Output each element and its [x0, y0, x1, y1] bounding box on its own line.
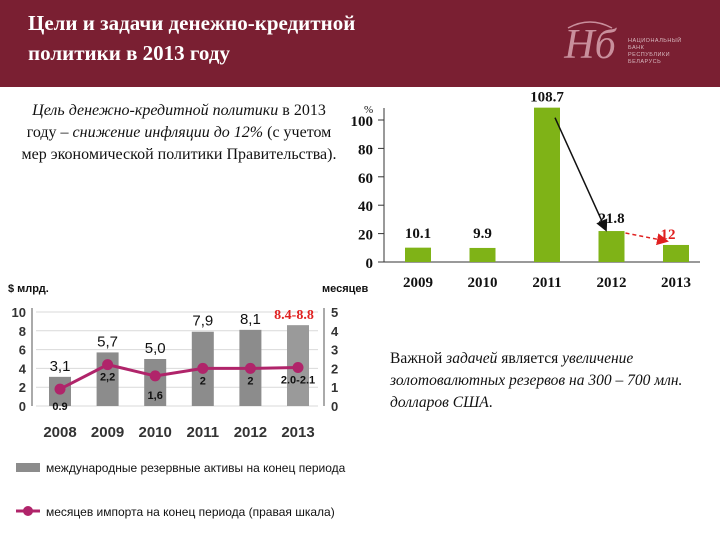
inflation-value-label: 10.1	[405, 226, 431, 242]
right-axis-label: месяцев	[322, 283, 369, 295]
x-category-label: 2009	[403, 275, 433, 291]
unit-label: %	[364, 104, 373, 116]
reserve-text-italic-2: задачей	[446, 350, 498, 367]
logo-text-line: РЕСПУБЛИКИ	[628, 52, 671, 58]
goal-text-2: в 2013 году –	[26, 102, 326, 141]
months-import-point	[244, 362, 256, 374]
x-category-label: 2013	[281, 424, 314, 441]
months-import-point	[102, 359, 114, 371]
x-category-label: 2012	[234, 424, 267, 441]
right-y-tick-label: 0	[331, 399, 338, 414]
left-y-tick-label: 10	[12, 305, 26, 320]
months-value-label: 2.0-2.1	[281, 374, 315, 386]
months-import-point	[292, 361, 304, 373]
legend-swatch-months-point	[23, 506, 33, 516]
page-title-line-2: политики в 2013 году	[28, 41, 230, 65]
bank-logo-text: НАЦИОНАЛЬНЫЙ БАНК РЕСПУБЛИКИ БЕЛАРУСЬ	[628, 38, 708, 66]
reserve-value-label: 5,7	[97, 333, 118, 350]
months-import-point	[149, 370, 161, 382]
x-category-label: 2012	[597, 275, 627, 291]
left-y-tick-label: 2	[19, 380, 26, 395]
reserve-value-label: 7,9	[192, 313, 213, 330]
x-category-label: 2013	[661, 275, 691, 291]
bank-logo-icon: Нб	[563, 21, 618, 68]
y-tick-label: 60	[358, 171, 373, 187]
right-y-tick-label: 3	[331, 343, 338, 358]
y-tick-label: 80	[358, 142, 373, 158]
inflation-bar	[663, 244, 689, 262]
reserve-text-italic-4: увеличение золотовалютных резервов на 30…	[390, 350, 683, 411]
x-category-label: 2008	[43, 424, 76, 441]
trend-arrow-2011-2012	[554, 117, 608, 232]
x-category-label: 2011	[187, 424, 220, 441]
months-value-label: 2	[247, 375, 253, 387]
reserve-text-5: .	[488, 394, 493, 411]
months-import-point	[197, 362, 209, 374]
left-y-tick-label: 8	[19, 324, 26, 339]
x-category-label: 2011	[532, 275, 561, 291]
logo-text-line: БЕЛАРУСЬ	[628, 59, 662, 65]
goal-text-italic-1: Цель денежно-кредитной политики	[32, 102, 279, 119]
left-y-tick-label: 0	[19, 399, 26, 414]
x-category-label: 2009	[91, 424, 124, 441]
inflation-bar	[598, 231, 625, 262]
right-y-tick-label: 2	[331, 361, 338, 376]
inflation-bar	[534, 107, 560, 263]
right-y-tick-label: 4	[331, 324, 339, 339]
left-y-tick-label: 4	[19, 361, 27, 376]
reserve-task-text: Важной задачей является увеличение золот…	[390, 348, 710, 414]
months-value-label: 1,6	[148, 390, 163, 402]
reserve-value-label: 5,0	[145, 340, 166, 357]
y-tick-label: 40	[358, 199, 373, 215]
left-y-tick-label: 6	[19, 343, 26, 358]
months-import-line	[59, 363, 299, 391]
inflation-value-label: 108.7	[530, 90, 564, 106]
months-value-label: 2	[200, 375, 206, 387]
goal-text-italic-3: снижение инфляции до 12%	[72, 124, 264, 141]
y-tick-label: 100	[351, 114, 374, 130]
inflation-bar	[405, 247, 431, 262]
months-value-label: 0.9	[52, 401, 67, 413]
svg-text:Нб: Нб	[563, 22, 617, 68]
y-tick-label: 0	[366, 256, 374, 272]
monetary-policy-goal-text: Цель денежно-кредитной политики в 2013 г…	[20, 100, 338, 166]
reserve-value-label: 8.4-8.8	[274, 308, 314, 323]
legend-swatch-reserves	[16, 463, 40, 472]
reserve-text-1: Важной	[390, 350, 447, 367]
reserve-value-label: 8,1	[240, 311, 261, 328]
reserve-text-3: является	[497, 350, 563, 367]
left-axis-label: $ млрд.	[8, 283, 49, 295]
goal-text-4: (с учетом мер экономической политики Пра…	[21, 124, 337, 163]
inflation-chart: 0 20 40 60 80 100% 10.1 2009 9.9 2010 108.7 2011 21.…	[351, 90, 700, 291]
y-tick-label: 20	[358, 228, 373, 244]
logo-text-line: НАЦИОНАЛЬНЫЙ	[628, 38, 682, 44]
months-value-label: 2,2	[100, 372, 115, 384]
right-y-tick-label: 5	[331, 305, 338, 320]
months-import-point	[54, 383, 66, 395]
reserve-value-label: 3,1	[50, 358, 71, 375]
reserve-bar	[144, 359, 167, 406]
right-y-tick-label: 1	[331, 380, 338, 395]
inflation-value-label: 21.8	[598, 211, 624, 227]
page-title-line-1: Цели и задачи денежно-кредитной	[28, 11, 356, 35]
logo-text-line: БАНК	[628, 45, 645, 51]
page-title: Цели и задачи денежно-кредитной политики…	[28, 8, 498, 68]
legend-label-reserves: международные резервные активы на конец …	[46, 461, 346, 475]
reserves-chart: $ млрд. месяцев 0 2 4 6 8 10 0 1 2 3 4 5 3,1 2008 5,7 200…	[8, 283, 369, 519]
x-category-label: 2010	[139, 424, 172, 441]
legend-label-months: месяцев импорта на конец периода (правая…	[46, 505, 335, 519]
inflation-value-label: 9.9	[473, 226, 492, 242]
header-banner: Цели и задачи денежно-кредитной политики…	[0, 0, 720, 87]
inflation-bar	[469, 247, 496, 262]
x-category-label: 2010	[468, 275, 498, 291]
